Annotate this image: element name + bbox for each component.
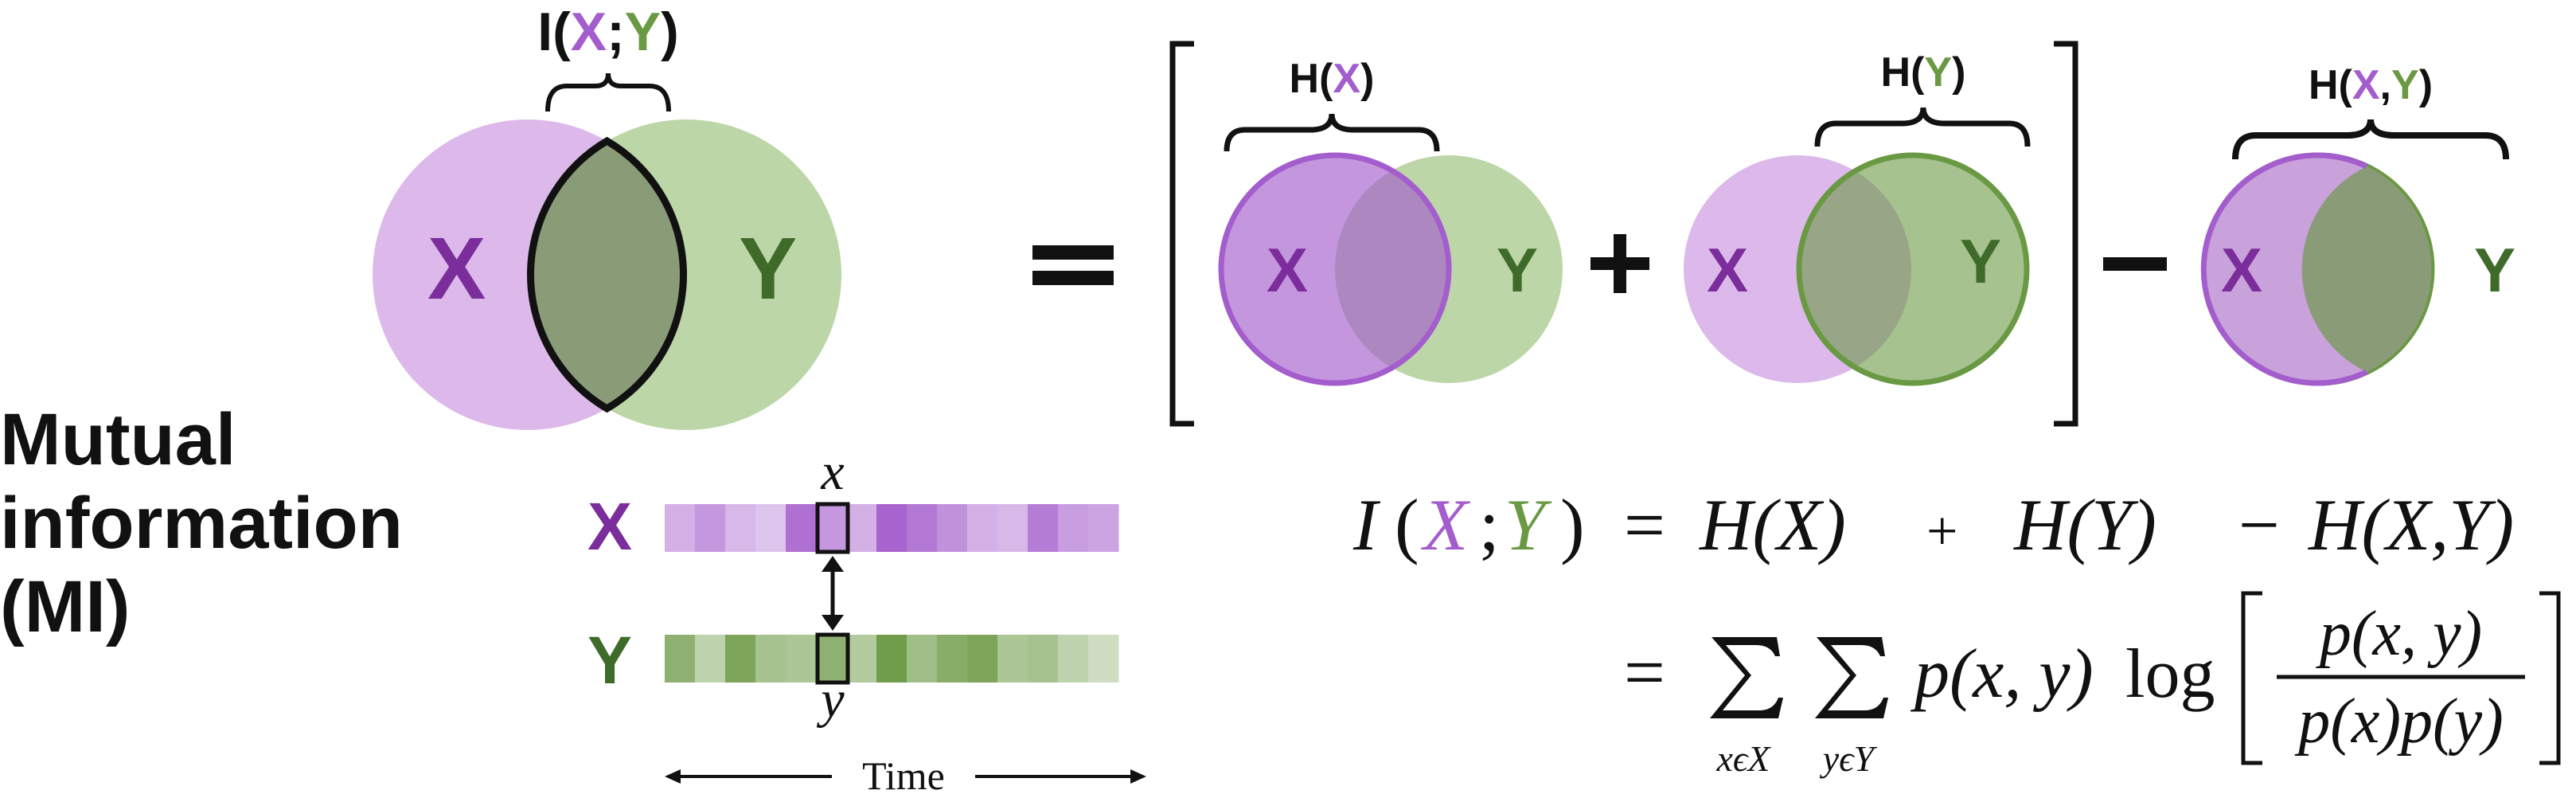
y-sample-label: y [816, 671, 845, 729]
x-strip-cell [695, 504, 726, 552]
venn-hy-y-circle [1796, 152, 2030, 386]
y-strip-cell [695, 635, 726, 683]
y-strip-cell [967, 635, 998, 683]
sum-symbol-1 [1710, 637, 1783, 718]
y-sample-box [815, 632, 850, 685]
venn-overlap-region [527, 136, 687, 413]
y-strip-cell [816, 635, 847, 683]
x-strip-cell [755, 504, 786, 552]
time-series: X Y x y Time [587, 443, 1146, 794]
ts-y-label: Y [587, 623, 632, 698]
plus-sign [1590, 234, 1649, 293]
x-sample-label: x [820, 443, 844, 501]
venn-hx-x-label: X [1267, 235, 1308, 305]
fraction-numerator: p(x, y) [2316, 599, 2482, 669]
y-strip-cell [786, 635, 817, 683]
time-label: Time [862, 753, 945, 794]
venn-hy-y-label: Y [1960, 226, 2001, 296]
x-strip-cell [816, 504, 847, 552]
hxy-brace [2232, 119, 2509, 160]
log-right-bracket [2539, 591, 2561, 765]
left-square-bracket [1169, 41, 1194, 427]
fraction-denominator: p(x)p(y) [2294, 686, 2504, 757]
mi-brace [545, 72, 671, 112]
y-strip-cell [755, 635, 786, 683]
y-strip-cell [997, 635, 1028, 683]
joint-probability: p(x, y) [1910, 636, 2094, 713]
formula-line-2-eq: = [1624, 632, 1665, 713]
mi-brace-label: I(X;Y) [537, 2, 679, 62]
x-strip-cell [876, 504, 907, 552]
venn-hxy-x-outline [2200, 152, 2368, 386]
title: Mutual information (MI) [0, 399, 403, 647]
hx-label: H(X) [1290, 56, 1375, 102]
x-strip-cell [937, 504, 968, 552]
y-strip [665, 635, 1119, 683]
sum-symbol-2 [1815, 637, 1888, 718]
x-strip-cell [846, 504, 877, 552]
x-strip-cell [1058, 504, 1089, 552]
sum-2-subscript: yϵY [1820, 738, 1878, 779]
y-strip-cell [665, 635, 696, 683]
venn-hy: X Y H(Y) [1684, 49, 2031, 386]
main-venn: X Y I(X;Y) [373, 2, 841, 430]
sum-1-subscript: xϵX [1715, 738, 1771, 779]
log-left-bracket [2241, 591, 2262, 765]
y-strip-cell [907, 635, 938, 683]
venn-hx-x-circle [1218, 152, 1452, 386]
x-strip [665, 504, 1119, 552]
formula-line-1: I ( X ; Y ) = H(X) + H(Y) − H(X,Y) [1352, 484, 2514, 565]
venn-hx: X Y H(X) [1218, 56, 1563, 386]
x-strip-cell [1088, 504, 1119, 552]
y-strip-cell [1058, 635, 1089, 683]
venn-hxy: X Y H(X,Y) [2200, 62, 2516, 386]
formula: I ( X ; Y ) = H(X) + H(Y) − H(X,Y) = xϵX… [1352, 484, 2561, 779]
minus-sign [2103, 257, 2167, 271]
y-strip-cell [1088, 635, 1119, 683]
x-strip-cell [725, 504, 756, 552]
title-line-2: information [0, 483, 403, 564]
y-strip-cell [1028, 635, 1059, 683]
venn-y-label: Y [739, 220, 797, 318]
right-square-bracket [2054, 41, 2078, 427]
x-strip-cell [1028, 504, 1059, 552]
ts-x-label: X [587, 489, 632, 564]
venn-hy-x-label: X [1707, 235, 1748, 305]
x-strip-cell [967, 504, 998, 552]
equals-sign [1032, 245, 1114, 285]
venn-hx-y-label: Y [1497, 235, 1538, 305]
log-text: log [2125, 636, 2215, 713]
venn-x-label: X [427, 220, 486, 318]
hx-brace [1224, 113, 1440, 152]
y-strip-cell [937, 635, 968, 683]
venn-hxy-x-label: X [2221, 235, 2262, 305]
y-strip-cell [876, 635, 907, 683]
x-sample-box [815, 502, 850, 554]
title-line-1: Mutual [0, 399, 236, 480]
x-strip-cell [997, 504, 1028, 552]
x-strip-cell [786, 504, 817, 552]
hy-brace [1814, 107, 2031, 147]
y-strip-cell [725, 635, 756, 683]
title-line-3: (MI) [0, 566, 130, 647]
hxy-label: H(X,Y) [2309, 62, 2433, 108]
x-strip-cell [665, 504, 696, 552]
y-strip-cell [846, 635, 877, 683]
venn-hxy-y-label: Y [2474, 235, 2516, 305]
hy-label: H(Y) [1881, 49, 1966, 96]
x-strip-cell [907, 504, 938, 552]
venn-hxy-overlap [2301, 166, 2432, 372]
